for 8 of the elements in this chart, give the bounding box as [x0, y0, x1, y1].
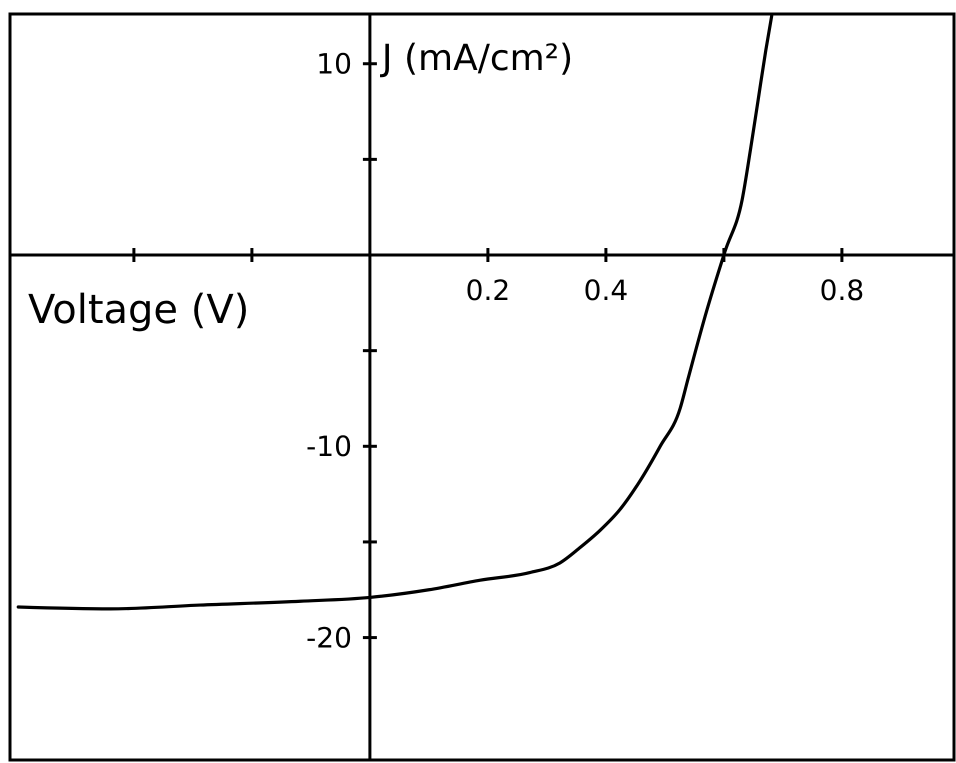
y-tick-label: -10 — [306, 430, 352, 464]
x-tick-label: 0.2 — [466, 274, 510, 308]
x-tick-label: 0.4 — [584, 274, 628, 308]
y-tick-label: 10 — [316, 48, 352, 81]
y-tick-label: -20 — [306, 621, 352, 654]
y-axis-title: J (mA/cm²) — [380, 38, 574, 79]
x-tick-label: 0.8 — [820, 274, 864, 308]
x-axis-title: Voltage (V) — [28, 287, 250, 334]
